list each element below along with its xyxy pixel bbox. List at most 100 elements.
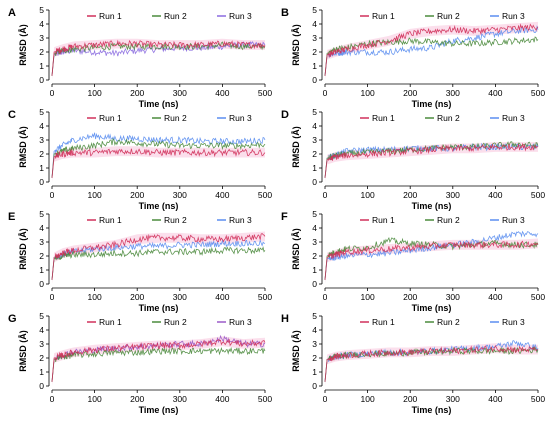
y-axis-title: RMSD (Å) [291, 228, 301, 270]
x-axis-title: Time (ns) [412, 201, 452, 211]
x-tick-label: 200 [130, 292, 144, 302]
y-tick-label: 0 [312, 279, 317, 289]
y-tick-label: 0 [39, 381, 44, 391]
x-axis-title: Time (ns) [139, 201, 179, 211]
panel-f: F 0 1 2 3 4 5 0 100 200 300 400 500 Time (ns) RMSD (Å)… [281, 209, 545, 313]
legend-label: Run 2 [164, 11, 187, 21]
x-tick-label: 400 [488, 88, 502, 98]
y-tick-label: 1 [39, 367, 44, 377]
x-tick-label: 100 [361, 292, 375, 302]
x-tick-label: 300 [173, 394, 187, 404]
legend-label: Run 3 [502, 215, 525, 225]
x-tick-label: 0 [323, 190, 328, 200]
series-line [324, 344, 539, 382]
deviation-band [325, 21, 538, 80]
x-tick-label: 400 [215, 292, 229, 302]
x-tick-label: 0 [50, 190, 55, 200]
x-tick-label: 200 [403, 190, 417, 200]
legend-label: Run 1 [99, 113, 122, 123]
x-tick-label: 500 [258, 292, 272, 302]
legend-label: Run 1 [99, 11, 122, 21]
x-tick-label: 400 [215, 88, 229, 98]
panel-letter: D [281, 109, 289, 121]
y-tick-label: 4 [312, 19, 317, 29]
y-tick-label: 2 [312, 149, 317, 159]
legend-label: Run 1 [372, 317, 395, 327]
y-tick-label: 0 [39, 75, 44, 85]
legend-label: Run 3 [229, 317, 252, 327]
y-tick-label: 1 [312, 367, 317, 377]
y-tick-label: 3 [39, 339, 44, 349]
series-line [324, 142, 539, 178]
y-tick-label: 4 [312, 121, 317, 131]
x-tick-label: 0 [323, 292, 328, 302]
y-tick-label: 2 [39, 251, 44, 261]
legend-label: Run 1 [372, 215, 395, 225]
y-tick-label: 4 [312, 325, 317, 335]
panel-d: D 0 1 2 3 4 5 0 100 200 300 400 500 Time (ns) RMSD (Å)… [281, 107, 545, 211]
x-tick-label: 400 [488, 190, 502, 200]
x-tick-label: 400 [215, 394, 229, 404]
y-tick-label: 3 [312, 237, 317, 247]
series-line [324, 240, 539, 280]
series-line [51, 246, 266, 280]
x-tick-label: 300 [173, 88, 187, 98]
series-line [324, 230, 539, 280]
x-tick-label: 300 [446, 190, 460, 200]
series-line [51, 339, 266, 382]
y-tick-label: 4 [39, 223, 44, 233]
x-tick-label: 0 [50, 88, 55, 98]
panel-letter: F [281, 211, 288, 223]
y-tick-label: 1 [39, 163, 44, 173]
y-tick-label: 4 [39, 325, 44, 335]
panel-c: C 0 1 2 3 4 5 0 100 200 300 400 500 Time (ns) RMSD (Å)… [8, 107, 272, 211]
panel-g: G 0 1 2 3 4 5 0 100 200 300 400 500 Time (ns) RMSD (Å)… [8, 311, 272, 415]
legend-label: Run 2 [164, 317, 187, 327]
y-tick-label: 0 [312, 75, 317, 85]
panel-letter: E [8, 211, 15, 223]
panel-letter: A [8, 7, 16, 19]
y-axis-title: RMSD (Å) [18, 126, 28, 168]
legend-label: Run 1 [99, 317, 122, 327]
y-tick-label: 4 [39, 19, 44, 29]
panel-letter: B [281, 7, 289, 19]
x-tick-label: 300 [446, 292, 460, 302]
y-tick-label: 2 [39, 47, 44, 57]
y-tick-label: 1 [312, 163, 317, 173]
legend-label: Run 2 [164, 215, 187, 225]
x-tick-label: 300 [446, 88, 460, 98]
x-tick-label: 0 [323, 88, 328, 98]
series-line [51, 148, 266, 178]
y-tick-label: 2 [312, 251, 317, 261]
x-tick-label: 200 [403, 292, 417, 302]
y-tick-label: 2 [39, 353, 44, 363]
x-tick-label: 100 [88, 292, 102, 302]
x-tick-label: 100 [361, 88, 375, 98]
y-tick-label: 5 [312, 107, 317, 117]
x-axis-title: Time (ns) [412, 99, 452, 109]
legend-label: Run 2 [437, 113, 460, 123]
x-axis-title: Time (ns) [139, 405, 179, 415]
panel-letter: H [281, 313, 289, 325]
x-tick-label: 300 [446, 394, 460, 404]
series-line [51, 232, 266, 280]
x-tick-label: 0 [50, 394, 55, 404]
series-line [51, 346, 266, 382]
y-tick-label: 2 [312, 47, 317, 57]
x-axis-title: Time (ns) [412, 405, 452, 415]
y-tick-label: 3 [312, 33, 317, 43]
x-tick-label: 200 [403, 394, 417, 404]
y-axis-title: RMSD (Å) [18, 228, 28, 270]
y-tick-label: 4 [39, 121, 44, 131]
x-tick-label: 100 [88, 190, 102, 200]
x-tick-label: 100 [361, 190, 375, 200]
y-tick-label: 3 [39, 135, 44, 145]
x-tick-label: 500 [531, 190, 545, 200]
y-tick-label: 5 [312, 311, 317, 321]
legend-label: Run 1 [372, 11, 395, 21]
y-tick-label: 2 [39, 149, 44, 159]
y-tick-label: 1 [39, 61, 44, 71]
x-tick-label: 500 [531, 292, 545, 302]
x-tick-label: 300 [173, 292, 187, 302]
